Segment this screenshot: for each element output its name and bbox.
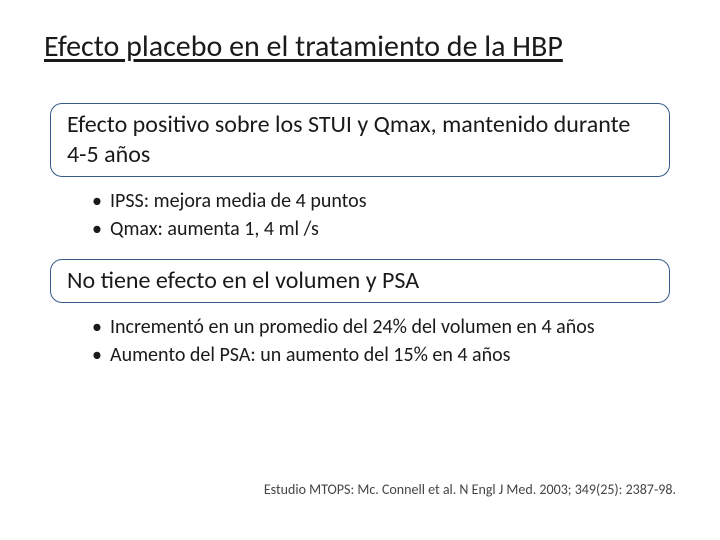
list-item: Qmax: aumenta 1, 4 ml /s <box>92 215 676 243</box>
list-item: Incrementó en un promedio del 24% del vo… <box>92 313 676 341</box>
list-item: IPSS: mejora media de 4 puntos <box>92 187 676 215</box>
bullets-section1: IPSS: mejora media de 4 puntos Qmax: aum… <box>44 177 676 259</box>
bullets-section2: Incrementó en un promedio del 24% del vo… <box>44 303 676 385</box>
slide-title: Efecto placebo en el tratamiento de la H… <box>44 28 676 65</box>
callout-text: No tiene efecto en el volumen y PSA <box>67 266 419 295</box>
list-item: Aumento del PSA: un aumento del 15% en 4… <box>92 341 676 369</box>
callout-no-effect: No tiene efecto en el volumen y PSA <box>50 259 670 303</box>
callout-positive-effect: Efecto positivo sobre los STUI y Qmax, m… <box>50 103 670 177</box>
slide: Efecto placebo en el tratamiento de la H… <box>0 0 720 540</box>
callout-text: Efecto positivo sobre los STUI y Qmax, m… <box>67 110 630 169</box>
citation: Estudio MTOPS: Mc. Connell et al. N Engl… <box>264 481 676 498</box>
